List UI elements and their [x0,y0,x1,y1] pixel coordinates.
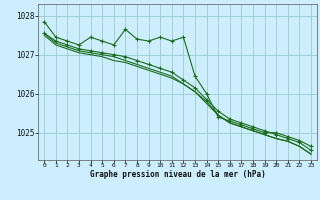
X-axis label: Graphe pression niveau de la mer (hPa): Graphe pression niveau de la mer (hPa) [90,170,266,179]
